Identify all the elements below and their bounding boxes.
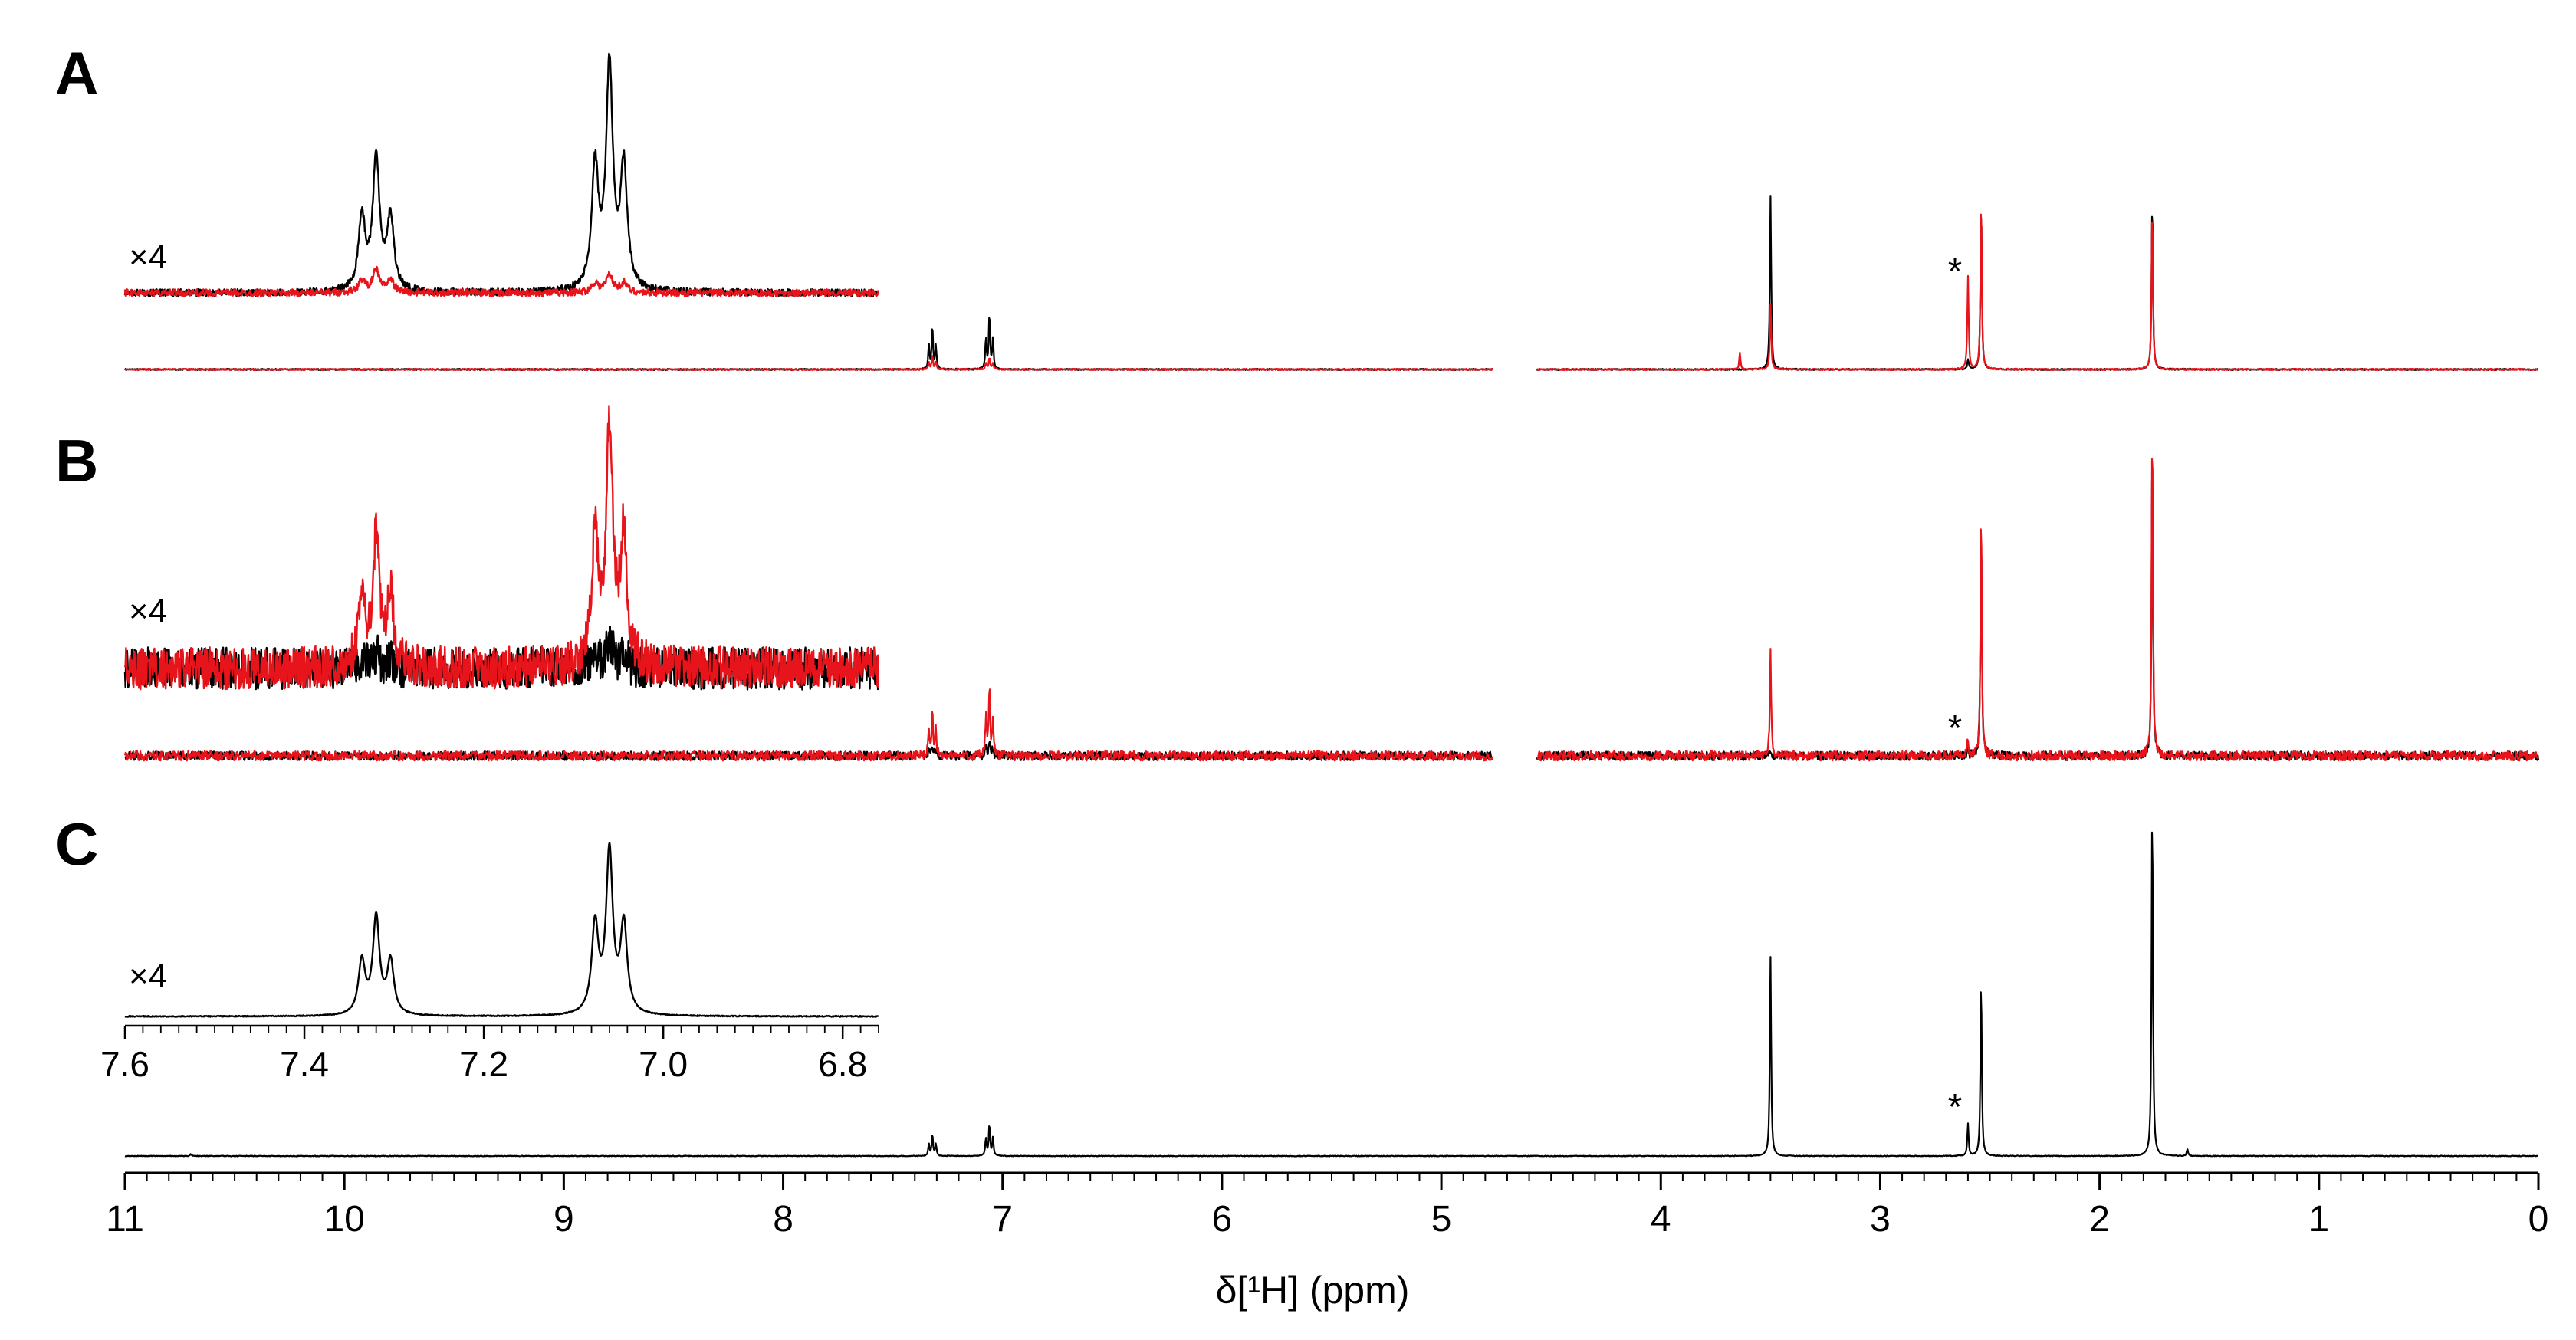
inset-tick-label: 7.0 [639, 1044, 688, 1084]
inset-tick-label: 7.4 [280, 1044, 329, 1084]
spectrum-a-black-seg0 [124, 317, 1493, 371]
inset-spectrum-a-black [123, 52, 879, 297]
tick-label: 2 [2089, 1199, 2110, 1240]
asterisk-annotation-a: * [1948, 251, 1963, 292]
magnification-label-a: ×4 [129, 238, 167, 276]
spectrum-traces [123, 52, 2540, 1158]
tick-label: 4 [1651, 1199, 1671, 1240]
inset-spectrum-a-red [123, 265, 879, 297]
tick-label: 1 [2308, 1199, 2329, 1240]
tick-label: 6 [1212, 1199, 1233, 1240]
magnification-label-c: ×4 [129, 957, 167, 995]
asterisk-annotation-b: * [1948, 708, 1963, 749]
spectrum-b-red-seg0 [123, 688, 1494, 762]
panel-a [123, 52, 2539, 372]
tick-label: 3 [1870, 1199, 1891, 1240]
inset-ppm-axis: 7.6 7.4 7.2 7.0 6.8 [100, 1024, 879, 1084]
magnification-label-b: ×4 [129, 593, 167, 630]
panel-label-c: C [55, 810, 98, 878]
spectrum-b-black-seg1 [1536, 479, 2540, 761]
tick-label: 8 [773, 1199, 794, 1240]
spectrum-a-red-seg1 [1536, 213, 2539, 372]
tick-label: 7 [992, 1199, 1013, 1240]
tick-label: 9 [554, 1199, 574, 1240]
tick-label: 10 [324, 1199, 364, 1240]
spectrum-c-black-seg0 [124, 831, 2538, 1158]
panel-label-a: A [55, 39, 98, 107]
asterisk-annotation-c: * [1948, 1087, 1963, 1128]
inset-tick-label: 7.6 [100, 1044, 150, 1084]
spectrum-a-black-seg1 [1536, 195, 2539, 371]
inset-spectrum-c-black [124, 842, 879, 1018]
x-axis-title: δ[¹H] (ppm) [1216, 1269, 1410, 1312]
inset-tick-label: 6.8 [818, 1044, 867, 1084]
spectrum-a-red-seg0 [124, 355, 1493, 372]
inset-tick-label: 7.2 [459, 1044, 508, 1084]
panel-c [124, 831, 2538, 1158]
tick-label: 11 [106, 1199, 144, 1240]
tick-label: 5 [1431, 1199, 1452, 1240]
inset-spectrum-b-red [123, 405, 879, 691]
panel-label-b: B [55, 427, 98, 494]
tick-label: 0 [2528, 1199, 2549, 1240]
ppm-axis: 11 10 9 8 7 6 5 4 3 2 1 0 [106, 1171, 2549, 1240]
panel-b [123, 405, 2540, 762]
spectrum-b-red-seg1 [1536, 458, 2539, 762]
